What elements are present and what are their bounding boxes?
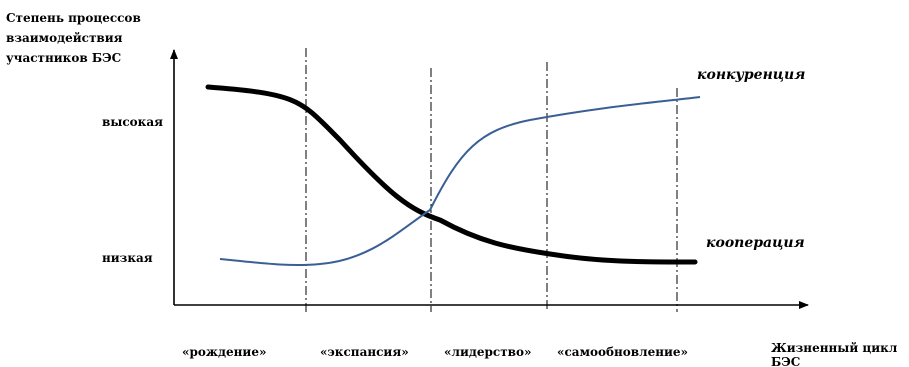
stage-label-birth: «рождение»: [182, 345, 266, 359]
x-axis-title-line-1: Жизненный цикл: [771, 341, 898, 355]
competition-curve: [219, 96, 701, 267]
y-level-low-label: низкая: [102, 251, 153, 265]
y-axis-title: Степень процессов взаимодействия участни…: [6, 11, 145, 65]
x-axis-title: Жизненный цикл БЭС: [771, 341, 901, 367]
cooperation-label: кооперация: [706, 235, 805, 251]
y-level-high-label: высокая: [102, 115, 163, 129]
stage-label-expansion: «экспансия»: [320, 345, 409, 359]
x-axis-title-line-2: БЭС: [771, 355, 800, 367]
cooperation-curve: [205, 84, 698, 265]
y-axis-title-line-1: Степень процессов: [6, 11, 141, 25]
competition-label: конкуренция: [697, 67, 805, 83]
stage-label-leadership: «лидерство»: [444, 345, 531, 359]
y-axis-title-line-2: взаимодействия: [6, 31, 123, 45]
y-axis-title-line-3: участников БЭС: [6, 51, 121, 65]
stage-label-renewal: «самообновление»: [557, 345, 688, 359]
